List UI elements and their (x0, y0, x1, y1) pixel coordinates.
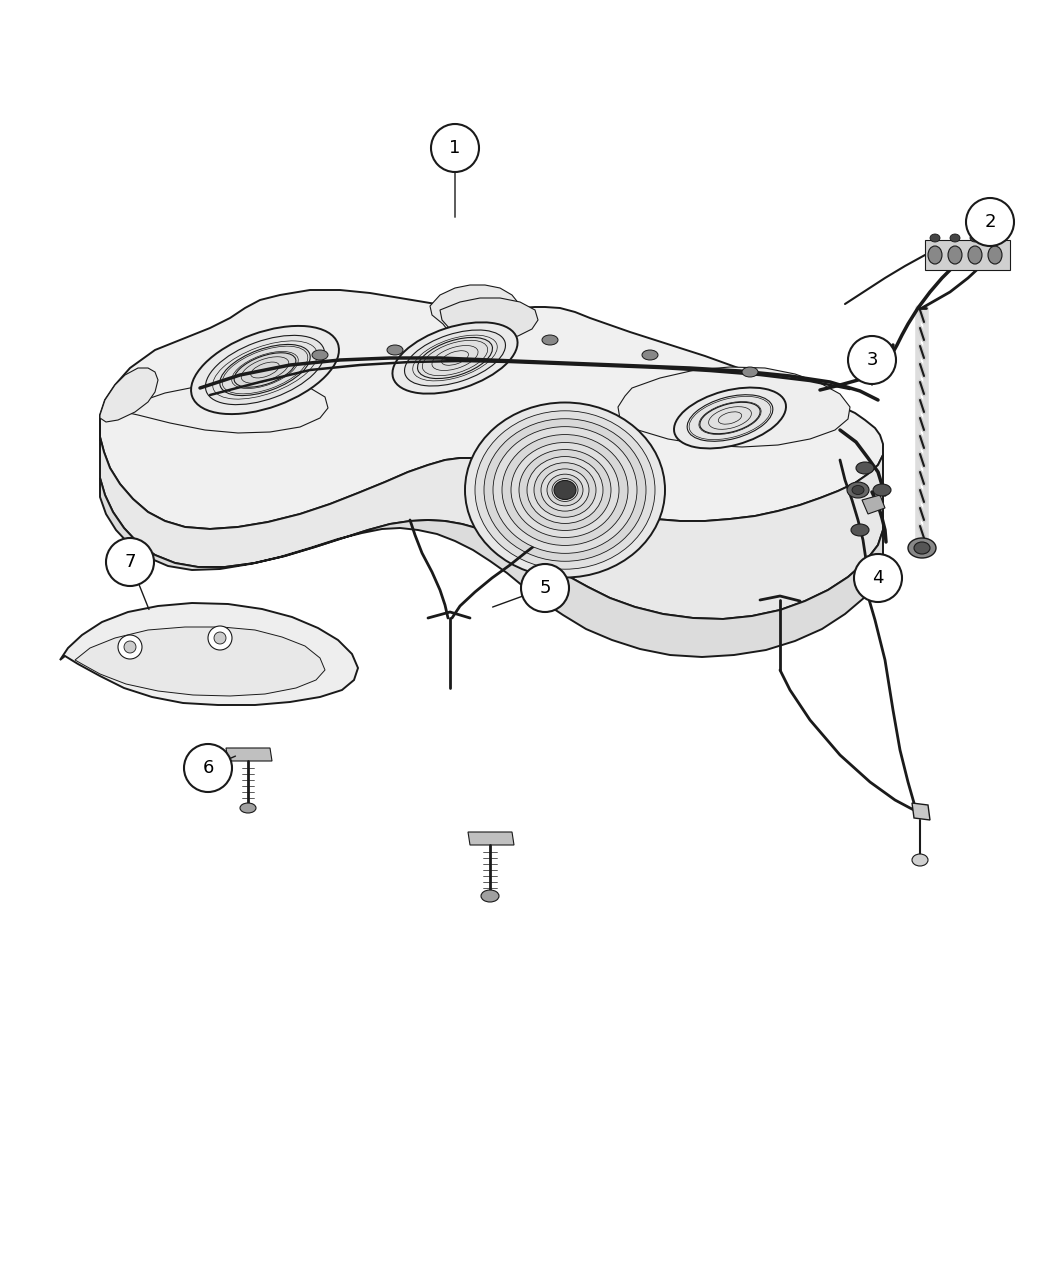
Polygon shape (100, 414, 883, 618)
Polygon shape (862, 495, 885, 514)
Ellipse shape (968, 246, 982, 264)
Ellipse shape (534, 463, 596, 518)
Ellipse shape (541, 469, 589, 511)
Ellipse shape (559, 484, 571, 495)
Polygon shape (925, 240, 1010, 270)
Ellipse shape (387, 346, 403, 354)
Ellipse shape (912, 854, 928, 866)
Polygon shape (226, 748, 272, 761)
Polygon shape (100, 289, 883, 529)
Ellipse shape (674, 388, 786, 449)
Ellipse shape (850, 524, 869, 536)
Ellipse shape (418, 338, 492, 379)
Ellipse shape (872, 349, 889, 361)
Ellipse shape (852, 486, 864, 495)
Ellipse shape (687, 395, 773, 441)
Ellipse shape (312, 351, 328, 360)
Text: 5: 5 (540, 579, 551, 597)
Ellipse shape (742, 367, 758, 377)
Circle shape (184, 745, 232, 792)
Ellipse shape (700, 403, 760, 434)
Circle shape (106, 538, 154, 586)
Ellipse shape (873, 484, 891, 496)
Ellipse shape (554, 481, 576, 500)
Ellipse shape (234, 353, 296, 388)
Ellipse shape (988, 246, 1002, 264)
Ellipse shape (519, 450, 611, 530)
Ellipse shape (930, 235, 940, 242)
Polygon shape (912, 803, 930, 820)
Circle shape (118, 635, 142, 659)
Ellipse shape (494, 427, 637, 553)
Circle shape (214, 632, 226, 644)
Ellipse shape (970, 235, 980, 242)
Ellipse shape (240, 803, 256, 813)
Ellipse shape (475, 411, 655, 569)
Text: 6: 6 (203, 759, 214, 776)
Text: 2: 2 (984, 213, 995, 231)
Ellipse shape (552, 478, 578, 501)
Ellipse shape (542, 335, 558, 346)
Ellipse shape (481, 890, 499, 901)
Polygon shape (618, 367, 850, 448)
Polygon shape (100, 478, 883, 657)
Circle shape (521, 564, 569, 612)
Polygon shape (468, 833, 514, 845)
Circle shape (848, 337, 896, 384)
Text: 1: 1 (449, 139, 461, 157)
Polygon shape (100, 368, 158, 422)
Circle shape (124, 641, 136, 653)
Circle shape (966, 198, 1014, 246)
Text: 4: 4 (873, 569, 884, 586)
Ellipse shape (642, 351, 658, 360)
Polygon shape (440, 298, 538, 340)
Ellipse shape (206, 335, 324, 404)
Circle shape (854, 555, 902, 602)
Ellipse shape (856, 462, 874, 474)
Circle shape (208, 626, 232, 650)
Text: 3: 3 (866, 351, 878, 368)
Ellipse shape (928, 246, 942, 264)
Ellipse shape (404, 330, 505, 386)
Polygon shape (60, 603, 358, 705)
Ellipse shape (393, 323, 518, 394)
Ellipse shape (950, 235, 960, 242)
Circle shape (430, 124, 479, 172)
Ellipse shape (914, 542, 930, 555)
Ellipse shape (990, 235, 1000, 242)
Polygon shape (108, 382, 328, 434)
Ellipse shape (191, 326, 339, 414)
Ellipse shape (847, 482, 869, 499)
Ellipse shape (465, 403, 665, 578)
Ellipse shape (502, 435, 628, 546)
Ellipse shape (948, 246, 962, 264)
Ellipse shape (547, 474, 583, 506)
Ellipse shape (484, 418, 646, 561)
Ellipse shape (556, 482, 574, 499)
Ellipse shape (219, 344, 310, 395)
Ellipse shape (527, 456, 603, 524)
Text: 7: 7 (124, 553, 135, 571)
Ellipse shape (908, 538, 936, 558)
Polygon shape (75, 627, 326, 696)
Ellipse shape (511, 442, 620, 538)
Polygon shape (430, 286, 525, 346)
